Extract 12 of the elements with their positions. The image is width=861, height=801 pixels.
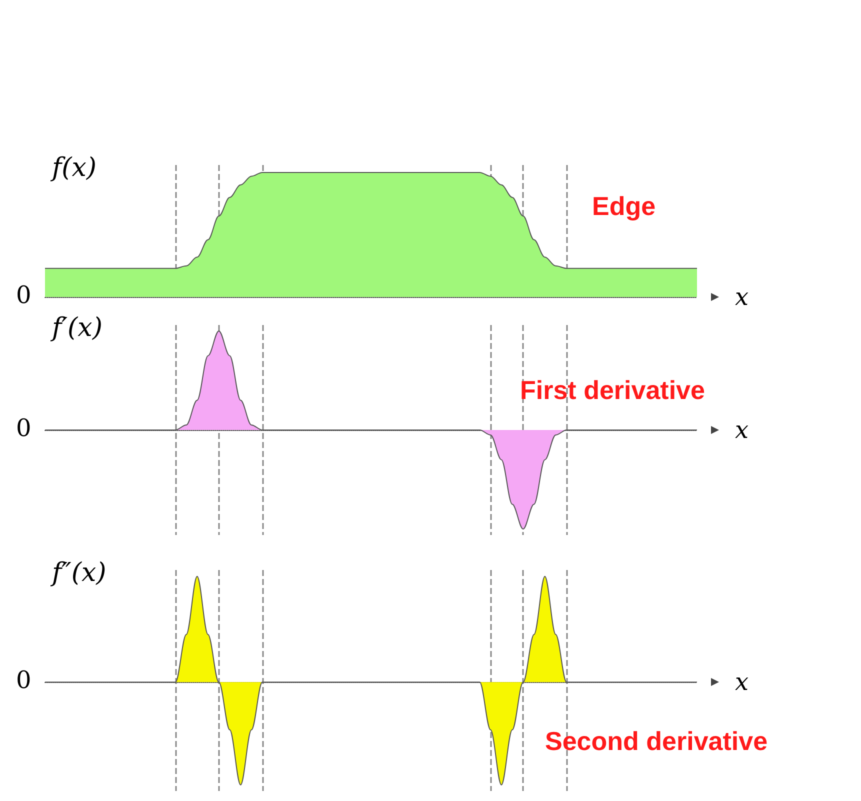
y-axis-title: f(x) bbox=[50, 153, 97, 183]
y-axis-title: f′(x) bbox=[50, 313, 102, 343]
y-axis-title: f″(x) bbox=[50, 558, 106, 588]
text: First derivative bbox=[520, 375, 705, 405]
text: Edge bbox=[592, 191, 656, 221]
text: 0 bbox=[16, 414, 32, 442]
x-axis-title: x bbox=[735, 416, 749, 444]
x-axis-title: x bbox=[735, 668, 749, 696]
text: 0 bbox=[16, 666, 32, 694]
text: 0 bbox=[16, 281, 32, 309]
text: Second derivative bbox=[545, 726, 768, 756]
x-axis-title: x bbox=[735, 283, 749, 311]
